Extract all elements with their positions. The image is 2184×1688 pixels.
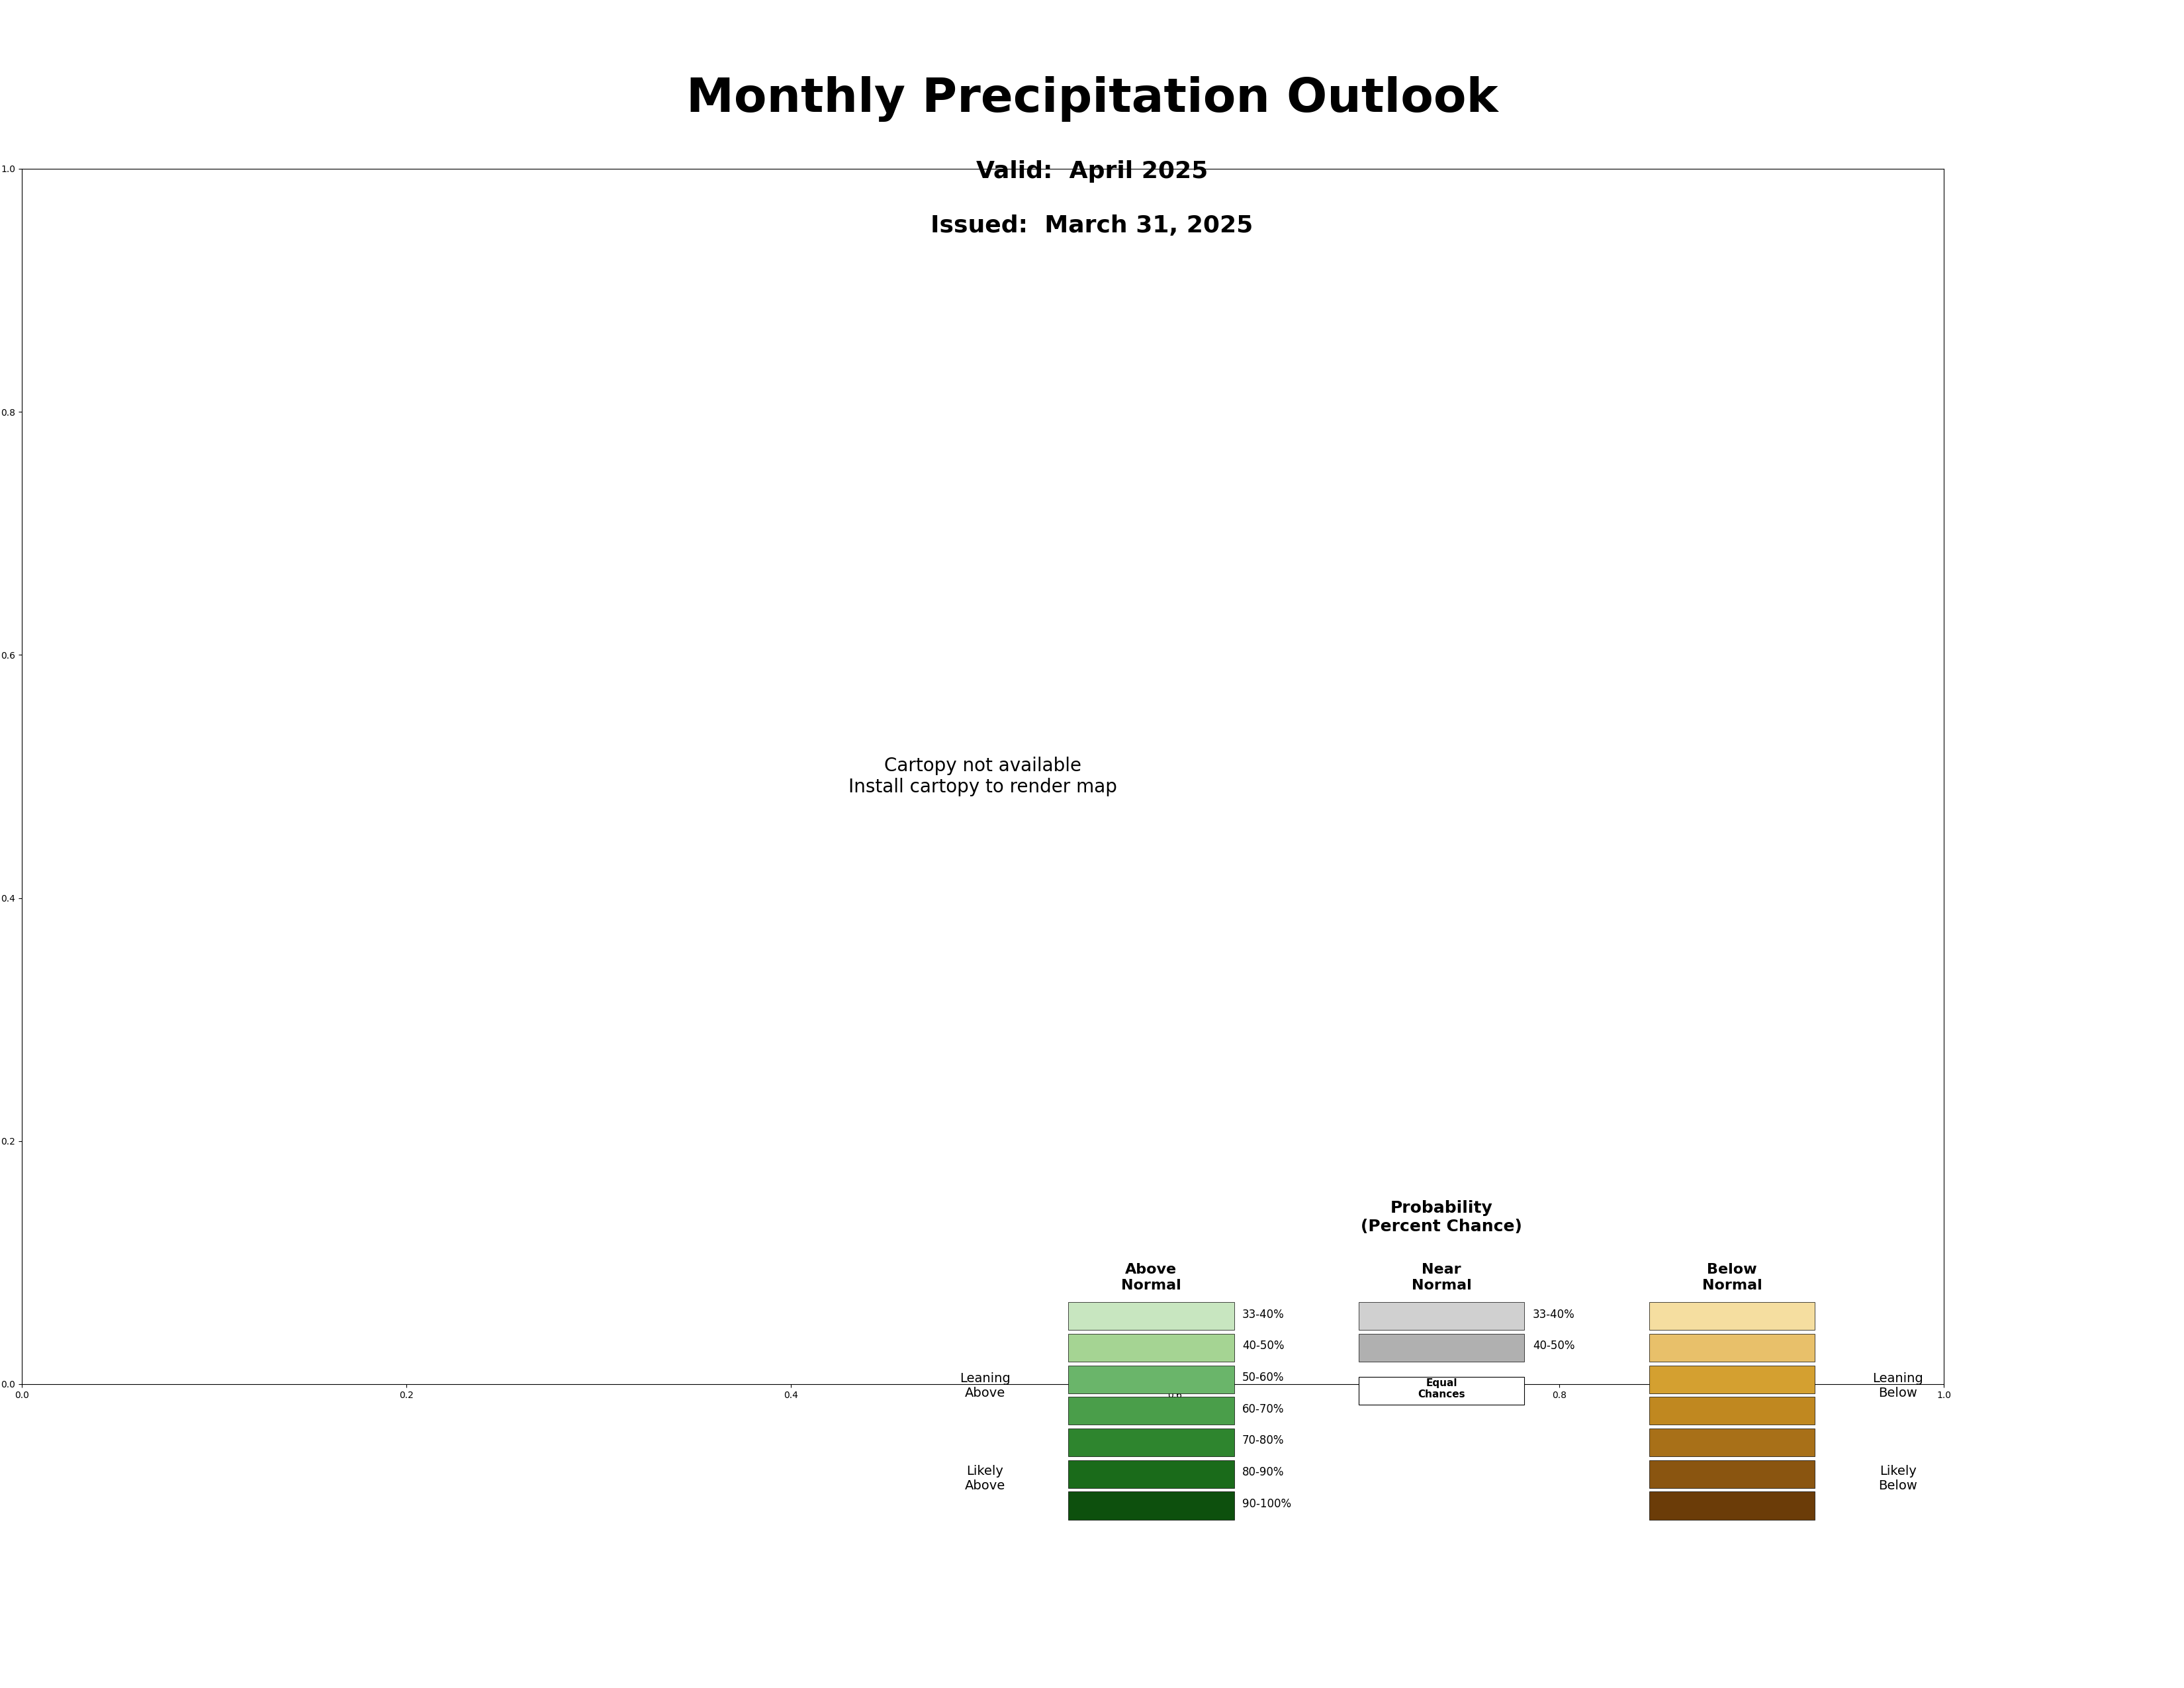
FancyBboxPatch shape	[1068, 1366, 1234, 1393]
Text: 60-70%: 60-70%	[1243, 1403, 1284, 1415]
FancyBboxPatch shape	[1358, 1377, 1524, 1404]
Text: Cartopy not available
Install cartopy to render map: Cartopy not available Install cartopy to…	[850, 756, 1116, 797]
Text: Likely
Above: Likely Above	[965, 1465, 1005, 1492]
FancyBboxPatch shape	[1649, 1460, 1815, 1489]
Text: 80-90%: 80-90%	[1243, 1467, 1284, 1479]
FancyBboxPatch shape	[1649, 1398, 1815, 1425]
FancyBboxPatch shape	[1068, 1460, 1234, 1489]
Text: 33-40%: 33-40%	[1243, 1308, 1284, 1320]
FancyBboxPatch shape	[1068, 1303, 1234, 1330]
FancyBboxPatch shape	[1649, 1366, 1815, 1393]
FancyBboxPatch shape	[1068, 1428, 1234, 1457]
Text: 40-50%: 40-50%	[1243, 1340, 1284, 1352]
Text: Leaning
Above: Leaning Above	[959, 1372, 1011, 1399]
Text: 33-40%: 33-40%	[1533, 1308, 1575, 1320]
Text: Issued:  March 31, 2025: Issued: March 31, 2025	[930, 214, 1254, 236]
FancyBboxPatch shape	[1649, 1303, 1815, 1330]
Text: Near
Normal: Near Normal	[1411, 1263, 1472, 1291]
FancyBboxPatch shape	[1649, 1492, 1815, 1519]
FancyBboxPatch shape	[1649, 1334, 1815, 1362]
Text: Equal
Chances: Equal Chances	[1417, 1377, 1465, 1399]
FancyBboxPatch shape	[1649, 1428, 1815, 1457]
Text: Below
Normal: Below Normal	[1701, 1263, 1762, 1291]
Text: 90-100%: 90-100%	[1243, 1497, 1291, 1509]
Text: 50-60%: 50-60%	[1243, 1372, 1284, 1384]
Text: Monthly Precipitation Outlook: Monthly Precipitation Outlook	[686, 76, 1498, 122]
FancyBboxPatch shape	[1068, 1492, 1234, 1519]
Text: Above
Normal: Above Normal	[1120, 1263, 1182, 1291]
Text: 40-50%: 40-50%	[1533, 1340, 1575, 1352]
FancyBboxPatch shape	[1068, 1334, 1234, 1362]
Text: Probability
(Percent Chance): Probability (Percent Chance)	[1361, 1200, 1522, 1234]
Text: Likely
Below: Likely Below	[1878, 1465, 1918, 1492]
Text: Valid:  April 2025: Valid: April 2025	[976, 160, 1208, 182]
Text: 70-80%: 70-80%	[1243, 1435, 1284, 1447]
FancyBboxPatch shape	[1358, 1334, 1524, 1362]
Text: Leaning
Below: Leaning Below	[1872, 1372, 1924, 1399]
FancyBboxPatch shape	[1358, 1303, 1524, 1330]
FancyBboxPatch shape	[1068, 1398, 1234, 1425]
